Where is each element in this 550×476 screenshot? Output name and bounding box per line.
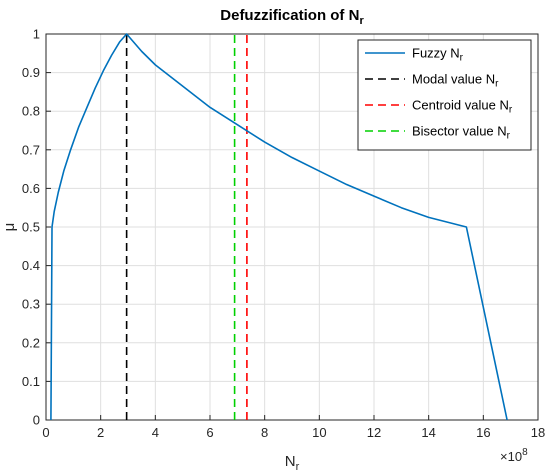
y-tick-label: 0.5 [22, 220, 40, 235]
x-tick-label: 14 [421, 425, 435, 440]
legend-box [357, 39, 532, 151]
legend-label-3: Bisector value Nr [412, 124, 511, 142]
x-tick-label: 2 [97, 425, 104, 440]
x-tick-label: 0 [42, 425, 49, 440]
y-tick-label: 0.4 [22, 258, 40, 273]
legend-label-1: Modal value Nr [412, 72, 499, 90]
x-tick-label: 4 [152, 425, 159, 440]
y-tick-label: 0.3 [22, 297, 40, 312]
x-axis-exponent-label: ×108 [500, 447, 528, 464]
y-axis-title: μ [1, 223, 18, 232]
x-tick-label: 8 [261, 425, 268, 440]
x-tick-label: 6 [206, 425, 213, 440]
legend-label-2: Centroid value Nr [412, 98, 513, 116]
series-line-0 [50, 33, 508, 421]
axis-ticks: 0 2 4 6 8 10 12 14 16 18 0 0.1 0.2 0.3 0.4 0.5 0.6 0.7 0.8… [22, 27, 545, 441]
y-tick-label: 0.9 [22, 65, 40, 80]
chart-title: Defuzzification of Nr [220, 7, 364, 27]
x-tick-label: 16 [476, 425, 490, 440]
x-tick-label: 12 [367, 425, 381, 440]
x-tick-label: 10 [312, 425, 326, 440]
y-tick-label: 0 [33, 413, 40, 428]
x-tick-label: 18 [531, 425, 545, 440]
y-tick-label: 0.1 [22, 374, 40, 389]
y-tick-label: 0.2 [22, 335, 40, 350]
legend: Fuzzy Nr Modal value Nr Centroid value Nr B… [357, 39, 532, 151]
y-tick-label: 0.7 [22, 142, 40, 157]
legend-label-0: Fuzzy Nr [412, 46, 464, 64]
y-tick-label: 0.8 [22, 104, 40, 119]
x-axis-title: Nr [285, 453, 300, 473]
y-tick-label: 0.6 [22, 181, 40, 196]
y-tick-label: 1 [33, 27, 40, 42]
series-layer [50, 33, 508, 421]
